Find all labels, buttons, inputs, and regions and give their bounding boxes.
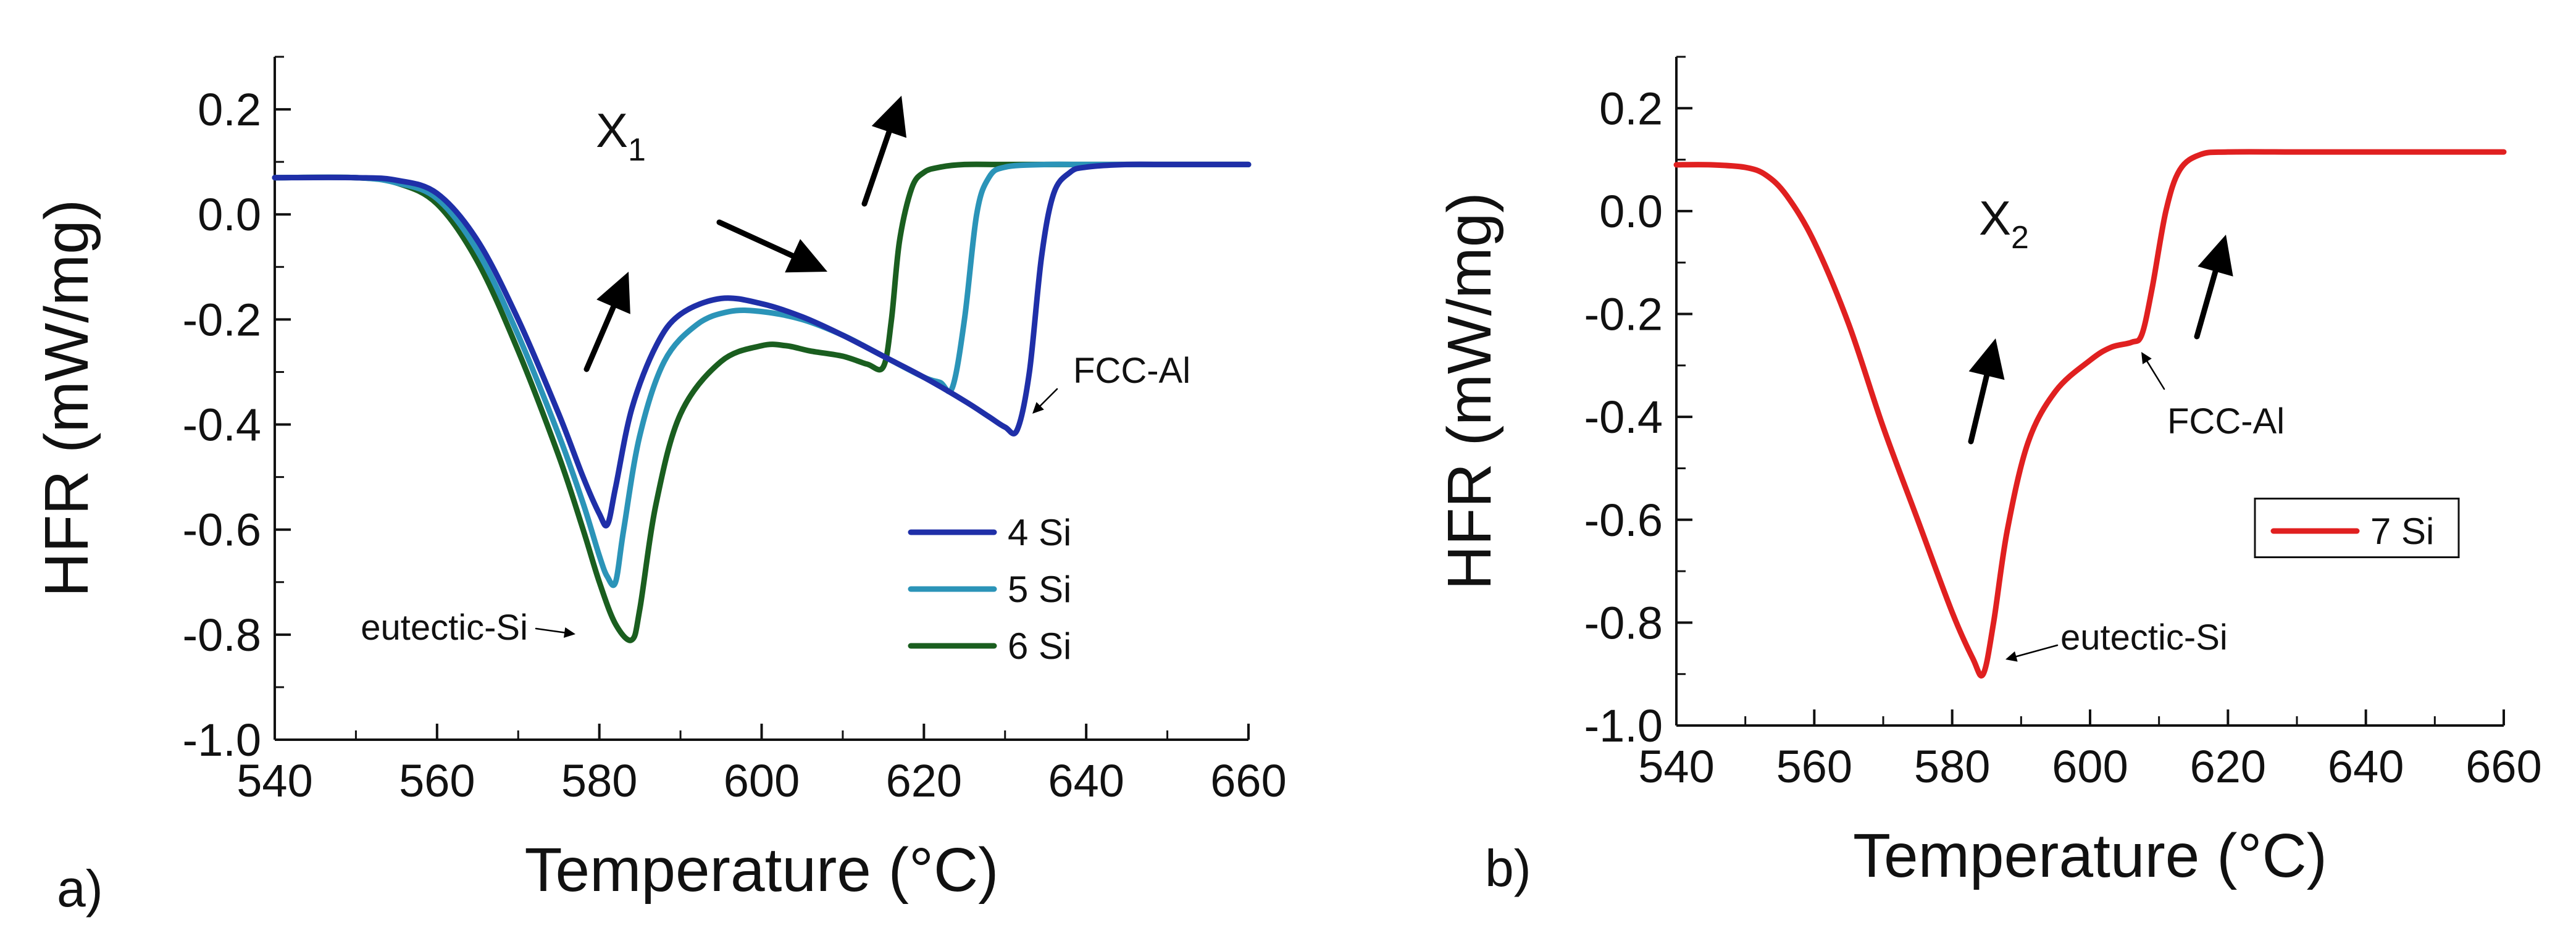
panel-a-legend-label: 4 Si: [1008, 512, 1071, 553]
panel-b-legend-box: [2254, 498, 2460, 558]
panel-b-y-tick-label: -0.8: [1584, 597, 1663, 648]
panel-b-direction-arrow-shaft: [2194, 269, 2218, 340]
panel-a-y-tick-label: -1.0: [182, 714, 261, 766]
panel-a-region-label-main: X: [596, 103, 628, 157]
panel-a-x-axis-title: Temperature (°C): [525, 835, 999, 905]
panel-b-annotation-pointer-head: [2005, 651, 2018, 662]
panel-a-x-tick-label: 640: [1048, 755, 1124, 806]
panel-b-region-label: X2: [1979, 191, 2029, 256]
panel-a-y-tick-label: -0.2: [182, 294, 261, 345]
panel-b-annotation-fcc-al: FCC-Al: [2167, 401, 2285, 441]
panel-b-annotation-pointer-shaft: [2146, 361, 2165, 390]
panel-b-x-tick-label: 600: [2052, 741, 2128, 792]
panel-b-panel-label: b): [1485, 839, 1531, 897]
panel-a-series-line-6-si: [272, 161, 1252, 643]
panel-a-x-tick-label: 540: [236, 755, 312, 806]
panel-a-annotation-eutectic-si: eutectic-Si: [361, 608, 528, 648]
panel-b-x-tick-label: 540: [1638, 741, 1714, 792]
panel-a-panel-label: a): [57, 859, 103, 918]
panel-a-direction-arrow-shaft: [583, 304, 616, 372]
panel-a-x-tick-label: 580: [561, 755, 637, 806]
panel-b-chart: 540 560 580 600 620 640 660 0.2 0.0 -0.2 -0.4 -0.6 -…: [1435, 56, 2542, 897]
panel-b-region-label-sub: 2: [2011, 220, 2029, 256]
panel-a-direction-arrow-shaft: [716, 219, 796, 259]
panel-a-series-group: [272, 161, 1252, 643]
panel-a-y-axis-title: HFR (mW/mg): [32, 199, 101, 597]
panel-a-annotation-fcc-al: FCC-Al: [1073, 351, 1190, 391]
panel-b-y-tick-label: 0.0: [1599, 186, 1663, 237]
panel-a-y-tick-label: -0.8: [182, 609, 261, 661]
panel-a-annotation-pointer-head: [563, 627, 575, 638]
panel-b-annotation-pointer-shaft: [2015, 644, 2059, 658]
panel-a-x-tick-label: 560: [399, 755, 475, 806]
panel-a-direction-arrow-head: [871, 96, 907, 138]
panel-b-x-tick-label: 660: [2465, 741, 2541, 792]
panel-b-region-label-main: X: [1979, 191, 2011, 245]
panel-b-annotation-pointer-head: [2141, 352, 2152, 364]
panel-a-y-tick-label: 0.2: [198, 84, 261, 135]
panel-a-direction-arrow-head: [785, 239, 827, 273]
panel-a-series-line-4-si: [272, 161, 1252, 529]
panel-b-y-tick-label: 0.2: [1599, 83, 1663, 134]
panel-b-y-tick-label: -0.6: [1584, 495, 1663, 546]
panel-b-x-tick-label: 620: [2190, 741, 2266, 792]
panel-b-x-tick-label: 640: [2328, 741, 2404, 792]
panel-a-annotation-pointer-head: [1032, 402, 1044, 414]
panel-a-legend-label: 6 Si: [1008, 625, 1071, 667]
panel-b-direction-arrow-head: [1968, 338, 2005, 380]
panel-b-y-tick-label: -1.0: [1584, 700, 1663, 751]
panel-a-direction-arrow-shaft: [861, 129, 892, 207]
panel-a-chart: 540 560 580 600 620 640 660 0.2 0.0 -0.2 -0.4 -0.6 -…: [32, 56, 1287, 918]
panel-b-direction-arrow-shaft: [1968, 372, 1990, 445]
panel-a-direction-arrow-head: [596, 272, 630, 314]
panel-b-legend: 7 Si: [2254, 498, 2460, 558]
panel-b-series-line-7-si: [1673, 149, 2507, 679]
panel-a-region-label-sub: 1: [628, 132, 646, 168]
panel-a-legend-label: 5 Si: [1008, 569, 1071, 610]
panel-a-y-tick-label: -0.4: [182, 399, 261, 451]
panel-b-y-tick-label: -0.2: [1584, 289, 1663, 340]
panel-b-x-tick-label: 580: [1914, 741, 1990, 792]
panel-b-y-tick-label: -0.4: [1584, 391, 1663, 443]
panel-a-y-tick-label: 0.0: [198, 189, 261, 240]
panel-a-legend: 4 Si 5 Si 6 Si: [908, 512, 1071, 667]
panel-b-x-axis-title: Temperature (°C): [1853, 821, 2327, 890]
panel-b-annotation-eutectic-si: eutectic-Si: [2060, 617, 2228, 658]
panel-b-series-group: [1673, 149, 2507, 679]
panel-b-y-axis-title: HFR (mW/mg): [1435, 192, 1504, 590]
panel-a-series-line-5-si: [272, 161, 1252, 588]
panel-a-y-tick-label: -0.6: [182, 504, 261, 556]
panel-b-legend-label: 7 Si: [2370, 511, 2434, 552]
panel-b-direction-arrow-head: [2198, 235, 2233, 277]
panel-a-region-label: X1: [596, 103, 646, 168]
panel-a-x-tick-label: 600: [724, 755, 800, 806]
panel-a-annotation-pointer-shaft: [1039, 388, 1058, 407]
panel-a-x-tick-label: 620: [886, 755, 962, 806]
panel-a-annotation-pointer-shaft: [535, 627, 566, 634]
panel-b-x-tick-label: 560: [1776, 741, 1852, 792]
panel-a-x-tick-label: 660: [1210, 755, 1286, 806]
